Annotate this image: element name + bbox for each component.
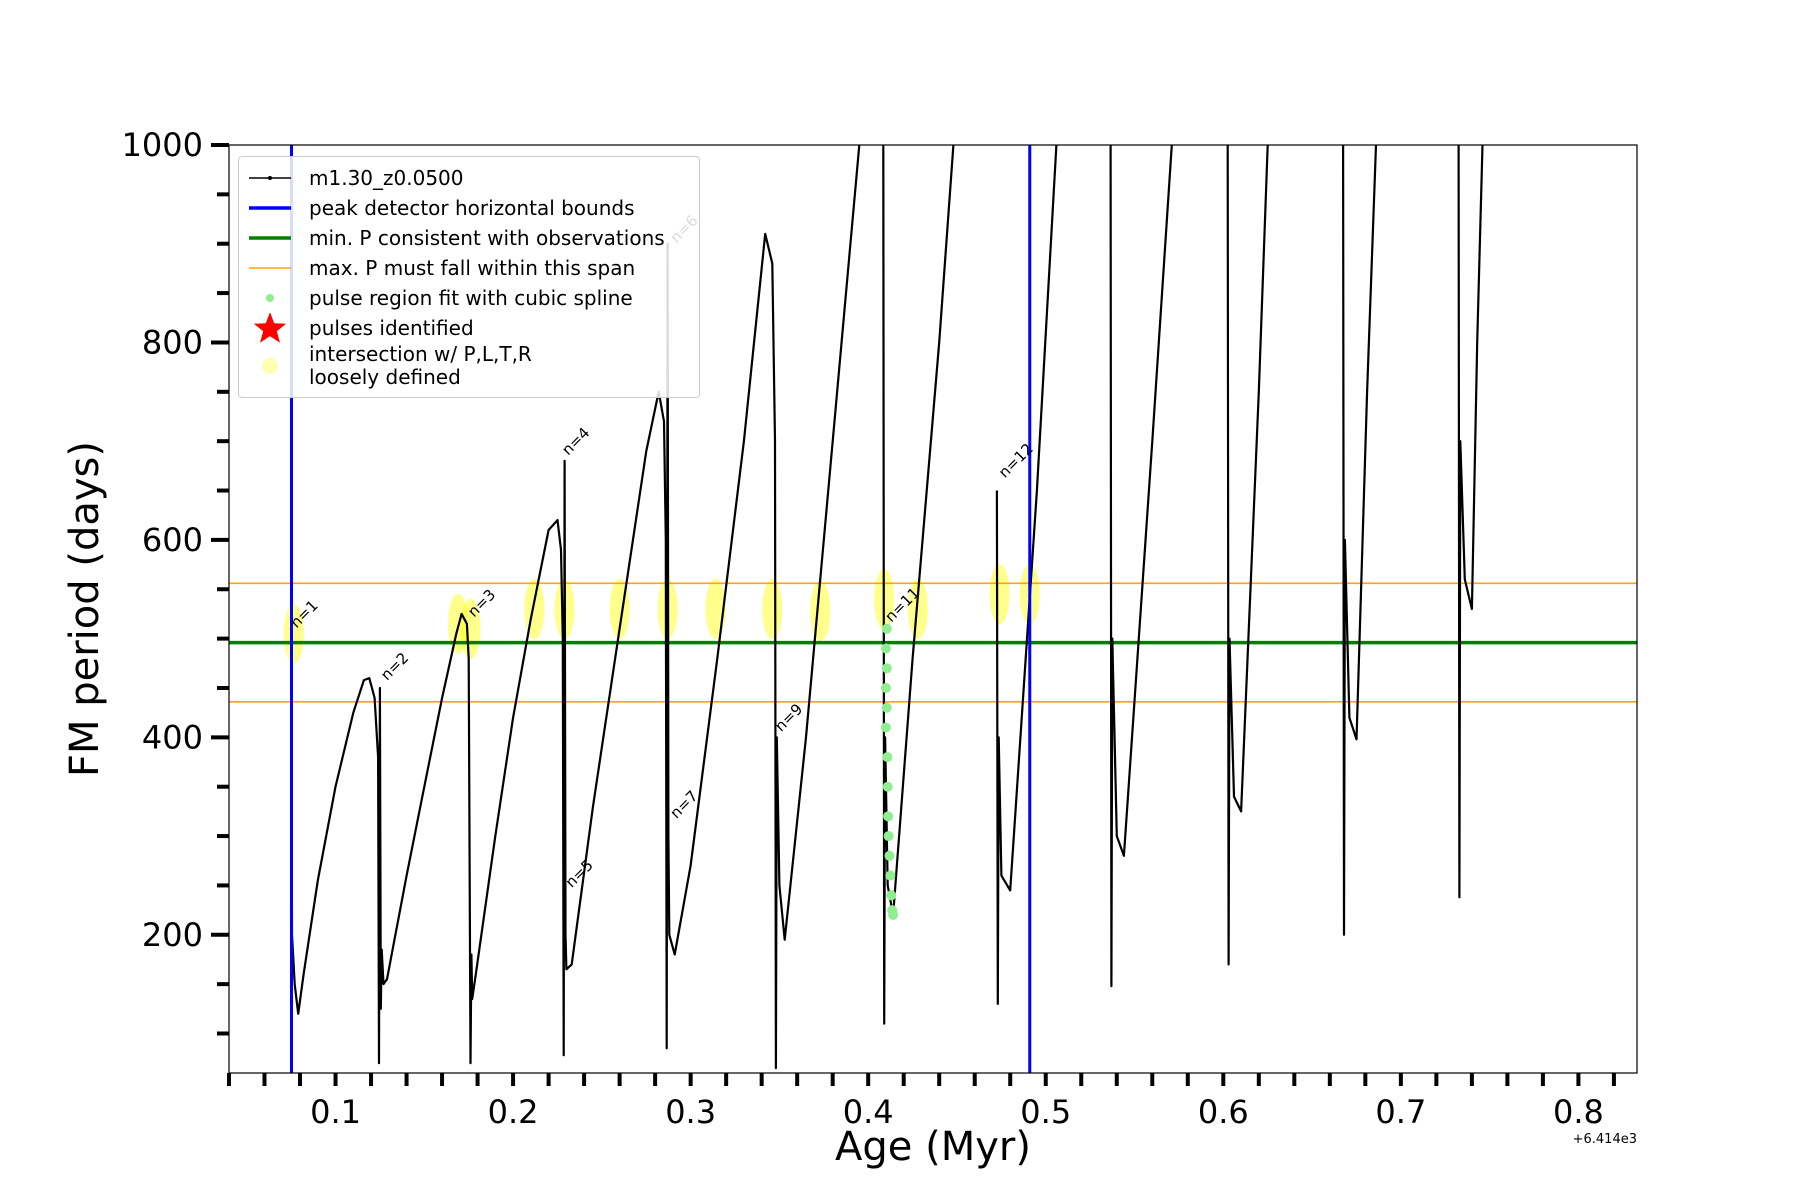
intersection-marker	[762, 579, 783, 639]
x-tick-label: 0.2	[488, 1093, 539, 1131]
annotation: n=9	[771, 700, 806, 735]
annotation: n=4	[558, 424, 593, 459]
annotation: n=2	[377, 649, 412, 684]
legend-entry: peak detector horizontal bounds	[245, 193, 693, 223]
legend-handle	[249, 236, 291, 240]
spline-point	[886, 890, 897, 901]
legend-entry: min. P consistent with observations	[245, 223, 693, 253]
y-tick-label: 800	[142, 323, 203, 361]
x-offset-label: +6.414e3	[1573, 1132, 1637, 1147]
legend-label: intersection w/ P,L,T,R loosely defined	[309, 342, 532, 389]
spline-point	[882, 781, 893, 792]
legend-label: m1.30_z0.0500	[309, 165, 464, 190]
y-tick-label: 600	[142, 521, 203, 559]
annotation: n=5	[562, 856, 597, 891]
spline-point	[881, 663, 892, 674]
spline-point	[884, 850, 895, 861]
legend-handle	[249, 206, 291, 210]
y-tick-label: 1000	[122, 126, 203, 164]
spline-point	[882, 752, 893, 763]
intersection-marker	[989, 564, 1010, 625]
legend-handle	[266, 294, 274, 302]
legend-symbol	[268, 176, 272, 180]
spline-point	[883, 831, 894, 842]
legend-handle	[262, 358, 278, 374]
y-axis-label: FM period (days)	[62, 441, 108, 777]
x-tick-label: 0.1	[310, 1093, 361, 1131]
x-tick-label: 0.6	[1198, 1093, 1249, 1131]
legend-entry: m1.30_z0.0500	[245, 163, 693, 193]
legend-label: min. P consistent with observations	[309, 225, 665, 250]
spline-point	[881, 702, 892, 713]
legend-entry: pulses identified	[245, 313, 693, 343]
x-tick-label: 0.3	[665, 1093, 716, 1131]
legend-entry: intersection w/ P,L,T,R loosely defined	[245, 343, 693, 389]
legend-entry: max. P must fall within this span	[245, 253, 693, 283]
legend-handle	[249, 267, 291, 269]
x-axis-label: Age (Myr)	[835, 1124, 1031, 1170]
spline-point	[883, 811, 894, 822]
legend-entry: pulse region fit with cubic spline	[245, 283, 693, 313]
intersection-marker	[283, 603, 304, 664]
spline-point	[880, 682, 891, 693]
y-tick-label: 200	[142, 916, 203, 954]
y-tick-label: 400	[142, 718, 203, 756]
legend-symbol	[253, 313, 287, 343]
plot-frame	[228, 144, 1638, 1074]
x-tick-label: 0.5	[1020, 1093, 1071, 1131]
legend-symbol	[266, 294, 274, 302]
intersection-marker	[907, 579, 928, 639]
legend-label: pulses identified	[309, 315, 474, 340]
legend-label: pulse region fit with cubic spline	[309, 285, 633, 310]
spline-point	[888, 910, 899, 921]
x-tick-label: 0.8	[1553, 1093, 1604, 1131]
x-tick-label: 0.4	[843, 1093, 894, 1131]
x-tick-label: 0.7	[1375, 1093, 1426, 1131]
spline-point	[880, 722, 891, 733]
legend-handle	[249, 176, 291, 180]
intersection-marker	[524, 579, 545, 639]
legend-label: max. P must fall within this span	[309, 255, 636, 280]
spline-point	[880, 643, 891, 654]
legend-label: peak detector horizontal bounds	[309, 195, 635, 220]
spline-point	[881, 623, 892, 634]
legend-symbol	[262, 358, 278, 374]
legend-handle	[253, 313, 287, 343]
spline-point	[885, 870, 896, 881]
